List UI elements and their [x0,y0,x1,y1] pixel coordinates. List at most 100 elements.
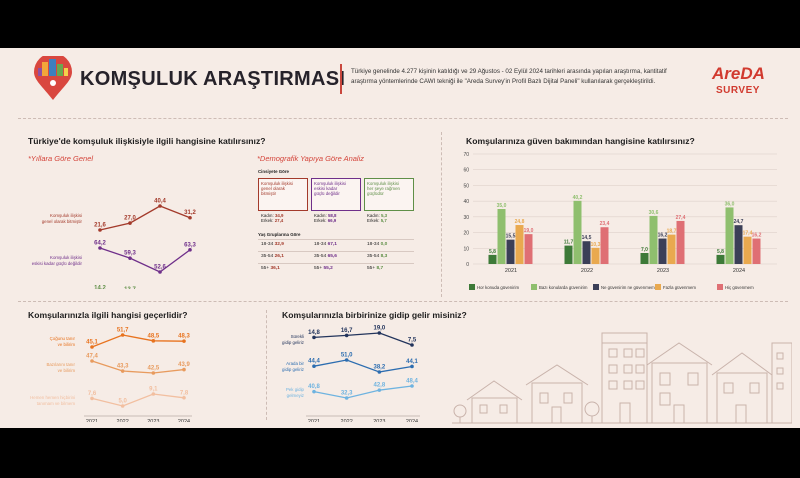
x-tick-label: 2022 [581,268,593,274]
data-label: 47,4 [86,354,98,360]
c3-age-1-label: 18-34 [367,242,380,247]
bar-value-label: 15,5 [506,234,516,240]
data-point [90,345,94,349]
bar-value-label: 27,4 [676,215,686,221]
y-tick-label: 40 [463,199,469,205]
series-line-0 [99,205,191,231]
data-point [158,204,162,208]
y-tick-label: 50 [463,183,469,189]
data-point [312,364,316,368]
data-label: 27,0 [124,216,136,222]
bar [488,254,497,264]
data-label: 59,3 [124,251,136,257]
demo-col3-title-l2: her şeye rağmen [367,186,400,192]
bar [591,247,600,264]
data-label: 44,1 [406,359,418,365]
bar-value-label: 23,4 [600,221,610,227]
data-point [377,331,382,335]
data-point [151,371,156,375]
x-tick-label: 2023 [373,419,385,422]
bar-value-label: 35,0 [497,203,507,209]
data-point [188,215,192,220]
series-line-2 [91,393,185,407]
bar [640,253,649,264]
series-label-0: Çoğunu tanır [50,336,76,341]
series-label-1: Arada bir [286,361,304,366]
data-label: 32,3 [341,391,353,397]
series-line-2 [313,385,413,399]
data-point [188,248,192,252]
data-label: 40,4 [154,199,166,205]
bar [600,227,609,264]
y-tick-label: 60 [463,168,469,174]
data-point [377,388,382,392]
legend-swatch [717,284,723,290]
c2-age-2-value: 65,6 [327,254,337,259]
data-label: 7,5 [408,338,417,344]
c3-age-rows: 18-34 0,0 35-54 8,3 55+ 8,7 [367,242,387,278]
c2-age-3-value: 55,2 [323,266,333,271]
c1-age-2-value: 26,1 [274,254,284,259]
houses-illustration-icon [452,332,792,424]
section4-title: Komşularınızla birbirinize gidip gelir m… [282,310,467,320]
data-point [128,221,132,225]
data-label: 42,5 [147,366,159,372]
demo-col1-title: Komşuluk ilişkisi genel olarak bitmiştir [258,178,308,211]
data-label: 52,6 [154,265,166,271]
age-header: Yaş Gruplarına Göre [258,232,301,237]
legend-label: Bazı konularda güvenirim [539,285,588,290]
data-label: 9,1 [149,387,158,393]
c3-age-1-value: 0,0 [380,242,388,247]
c3-age-2-label: 35-54 [367,254,380,259]
bar [676,220,685,264]
data-label: 43,3 [117,364,129,370]
data-label: 16,7 [341,328,353,334]
divider-top [18,118,788,119]
divider-middle [18,301,788,302]
bar-value-label: 17,4 [743,231,753,237]
data-label: 42,8 [373,383,385,389]
x-tick-label: 2024 [406,419,418,422]
description-line-1: Türkiye genelinde 4.277 kişinin katıldığ… [351,68,667,75]
page-title: KOMŞULUK ARAŞTIRMASI [80,68,346,90]
series-line-1 [91,360,185,374]
c1-kadin-value: 34,9 [274,213,284,218]
demo-col2-title-l2: eskisi kadar [314,186,338,192]
x-tick-label: 2024 [733,268,745,274]
age-rule-2 [258,251,414,252]
bar-value-label: 16,2 [752,233,762,239]
legend-swatch [593,284,599,290]
bar-value-label: 7,0 [641,247,648,253]
bar-value-label: 40,2 [573,195,583,201]
c1-age-3-label: 55+ [261,266,270,271]
data-point [182,396,186,400]
x-tick-label: 2022 [117,419,129,422]
data-point [90,396,94,401]
data-label: 40,8 [308,384,320,390]
data-label: 44,4 [308,359,320,365]
data-label: 51,0 [341,353,353,359]
c2-age-2-label: 35-54 [314,254,327,259]
bar [515,225,524,264]
data-label: 48,3 [178,334,190,340]
bar-value-label: 5,8 [489,249,496,255]
divider-mid-vertical [441,132,442,297]
map-pin-logo-icon [34,56,72,100]
y-tick-label: 30 [463,215,469,221]
data-label: 45,1 [86,340,98,346]
y-tick-label: 10 [463,246,469,252]
data-label: 5,0 [118,399,127,405]
data-label: 14,2 [94,286,106,290]
series-line-0 [313,332,413,346]
series-line-0 [91,334,185,348]
age-rule-1 [258,239,414,240]
c3-age-3-value: 8,7 [376,266,384,271]
c2-age-3-label: 55+ [314,266,323,271]
brand-logo-bottom: SURVEY [716,85,760,96]
y-tick-label: 70 [463,152,469,158]
demo-col2-title-l1: Komşuluk ilişkisi [314,181,346,186]
bar [649,215,658,264]
x-tick-label: 2023 [657,268,669,274]
age-rule-3 [258,263,414,264]
data-label: 21,6 [94,223,106,229]
